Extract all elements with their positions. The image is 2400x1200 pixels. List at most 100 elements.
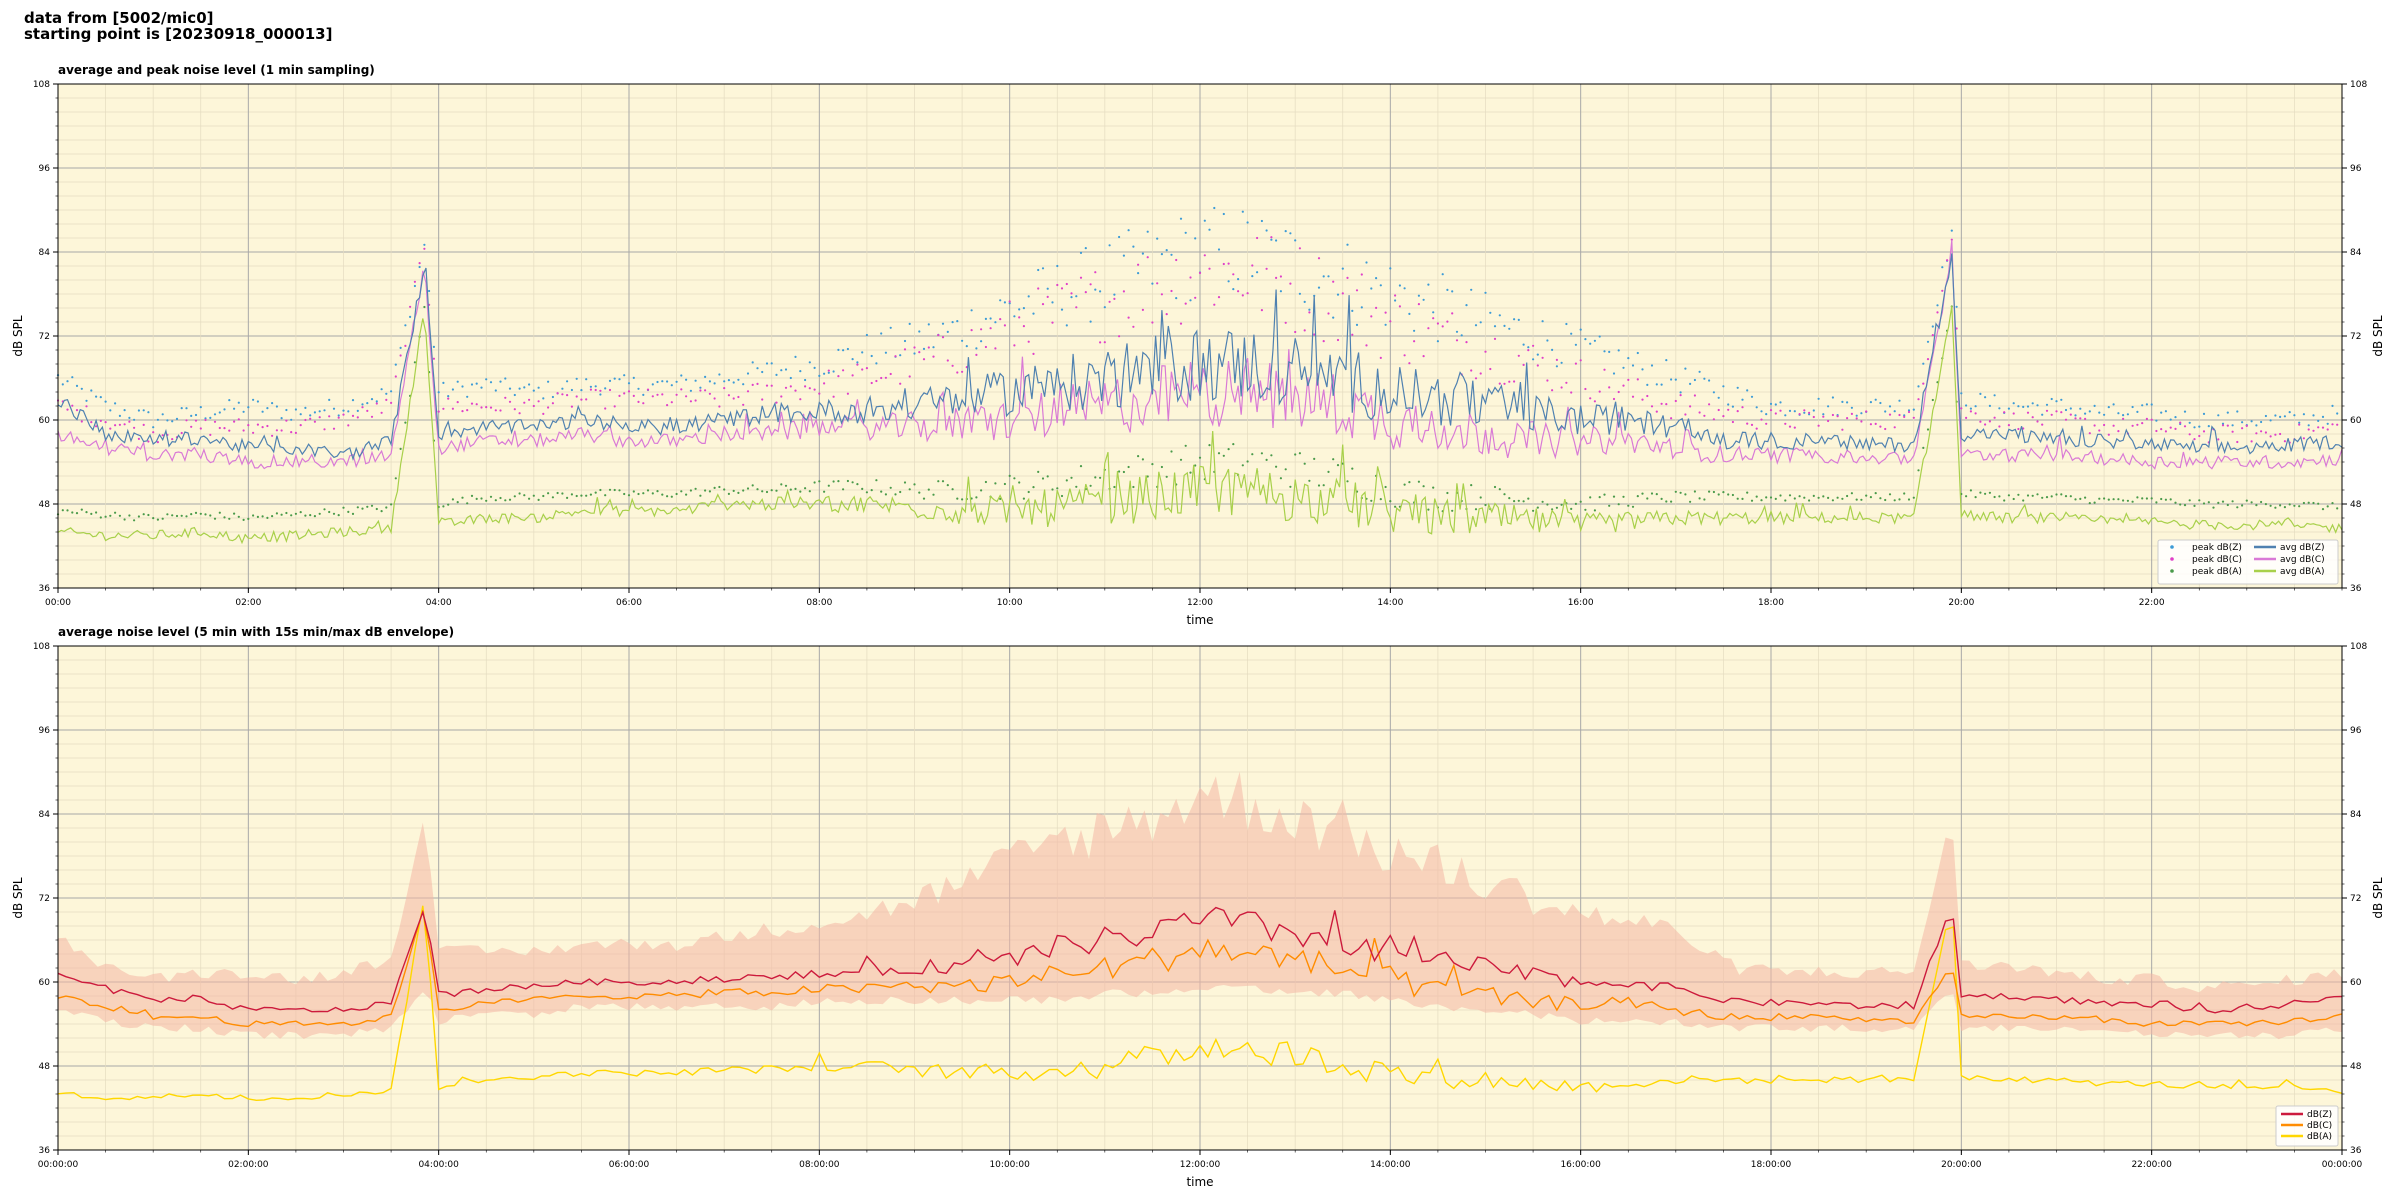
peak-point [780, 369, 783, 372]
peak-point [1079, 465, 1083, 468]
peak-point [528, 497, 531, 500]
peak-point [775, 373, 778, 376]
peak-point [637, 400, 640, 403]
peak-point [85, 510, 88, 514]
peak-point [2236, 506, 2239, 509]
peak-point [142, 409, 145, 412]
peak-point [761, 370, 764, 374]
peak-point [451, 407, 454, 410]
peak-point [908, 322, 911, 325]
peak-point [946, 484, 949, 487]
peak-point [199, 406, 202, 409]
peak-point [485, 499, 488, 502]
peak-point [1032, 486, 1035, 489]
peak-point [152, 517, 155, 520]
peak-point [1508, 327, 1511, 330]
peak-point [1089, 283, 1092, 286]
peak-point [1156, 237, 1159, 240]
peak-point [927, 323, 930, 326]
peak-point [1722, 415, 1725, 418]
peak-point [1008, 474, 1011, 477]
peak-point [1674, 399, 1677, 403]
peak-point [1056, 283, 1059, 287]
peak-point [670, 384, 673, 387]
peak-point [171, 438, 174, 441]
peak-point [2198, 499, 2201, 502]
series-peak-db-a- [56, 305, 2339, 522]
peak-point [670, 495, 673, 498]
y-tick-label: 96 [39, 726, 51, 736]
peak-point [2217, 414, 2220, 417]
peak-point [1003, 482, 1007, 486]
peak-point [2188, 499, 2191, 502]
peak-point [808, 490, 811, 493]
peak-point [2188, 433, 2191, 436]
peak-point [2150, 497, 2153, 500]
peak-point [375, 402, 378, 405]
chart-top-title: average and peak noise level (1 min samp… [58, 63, 375, 77]
peak-point [1779, 494, 1782, 497]
peak-point [194, 419, 198, 422]
peak-point [361, 406, 364, 409]
peak-point [394, 375, 397, 378]
peak-point [775, 489, 778, 492]
peak-point [1141, 308, 1144, 311]
peak-point [1032, 352, 1035, 355]
peak-point [1336, 464, 1340, 467]
peak-point [2103, 497, 2106, 500]
peak-point [823, 372, 826, 375]
peak-point [1441, 273, 1444, 276]
peak-point [2179, 503, 2182, 506]
peak-point [451, 388, 454, 391]
peak-point [1018, 308, 1021, 311]
peak-point [827, 484, 830, 487]
peak-point [1513, 500, 1516, 503]
peak-point [1817, 397, 1820, 400]
peak-point [271, 515, 274, 518]
peak-point [2174, 501, 2177, 504]
peak-point [1336, 293, 1340, 296]
peak-point [2321, 415, 2325, 418]
peak-point [394, 363, 397, 366]
peak-point [765, 384, 769, 387]
peak-point [2302, 437, 2305, 440]
peak-point [1222, 262, 1225, 266]
peak-point [1641, 398, 1644, 401]
peak-point [585, 378, 588, 381]
peak-point [109, 514, 112, 517]
peak-point [418, 262, 421, 265]
peak-point [1493, 337, 1497, 340]
peak-point [975, 353, 978, 356]
peak-point [861, 368, 864, 371]
peak-point [247, 424, 250, 427]
peak-point [461, 410, 464, 413]
peak-point [632, 490, 635, 493]
peak-point [90, 421, 93, 424]
peak-point [409, 305, 412, 308]
peak-point [237, 401, 240, 404]
peak-point [1041, 267, 1045, 270]
peak-point [594, 388, 597, 392]
peak-point [466, 395, 469, 398]
x-tick-label: 10:00 [997, 598, 1023, 608]
x-tick-label: 16:00:00 [1560, 1160, 1601, 1170]
peak-point [804, 487, 807, 490]
peak-point [2041, 496, 2044, 499]
peak-point [751, 484, 754, 487]
peak-point [727, 492, 731, 495]
peak-point [1608, 386, 1611, 389]
peak-point [2164, 430, 2167, 433]
peak-point [1060, 494, 1064, 498]
peak-point [1213, 303, 1216, 306]
peak-point [361, 507, 364, 510]
peak-point [1298, 292, 1301, 295]
peak-point [2155, 501, 2158, 504]
peak-point [480, 497, 483, 500]
data-source-heading: data from [5002/mic0] [24, 9, 214, 27]
peak-point [2307, 424, 2310, 427]
peak-point [1389, 500, 1392, 503]
peak-point [494, 499, 497, 502]
peak-point [1988, 404, 1991, 407]
y-tick-label: 48 [39, 1062, 51, 1072]
peak-point [366, 505, 369, 508]
